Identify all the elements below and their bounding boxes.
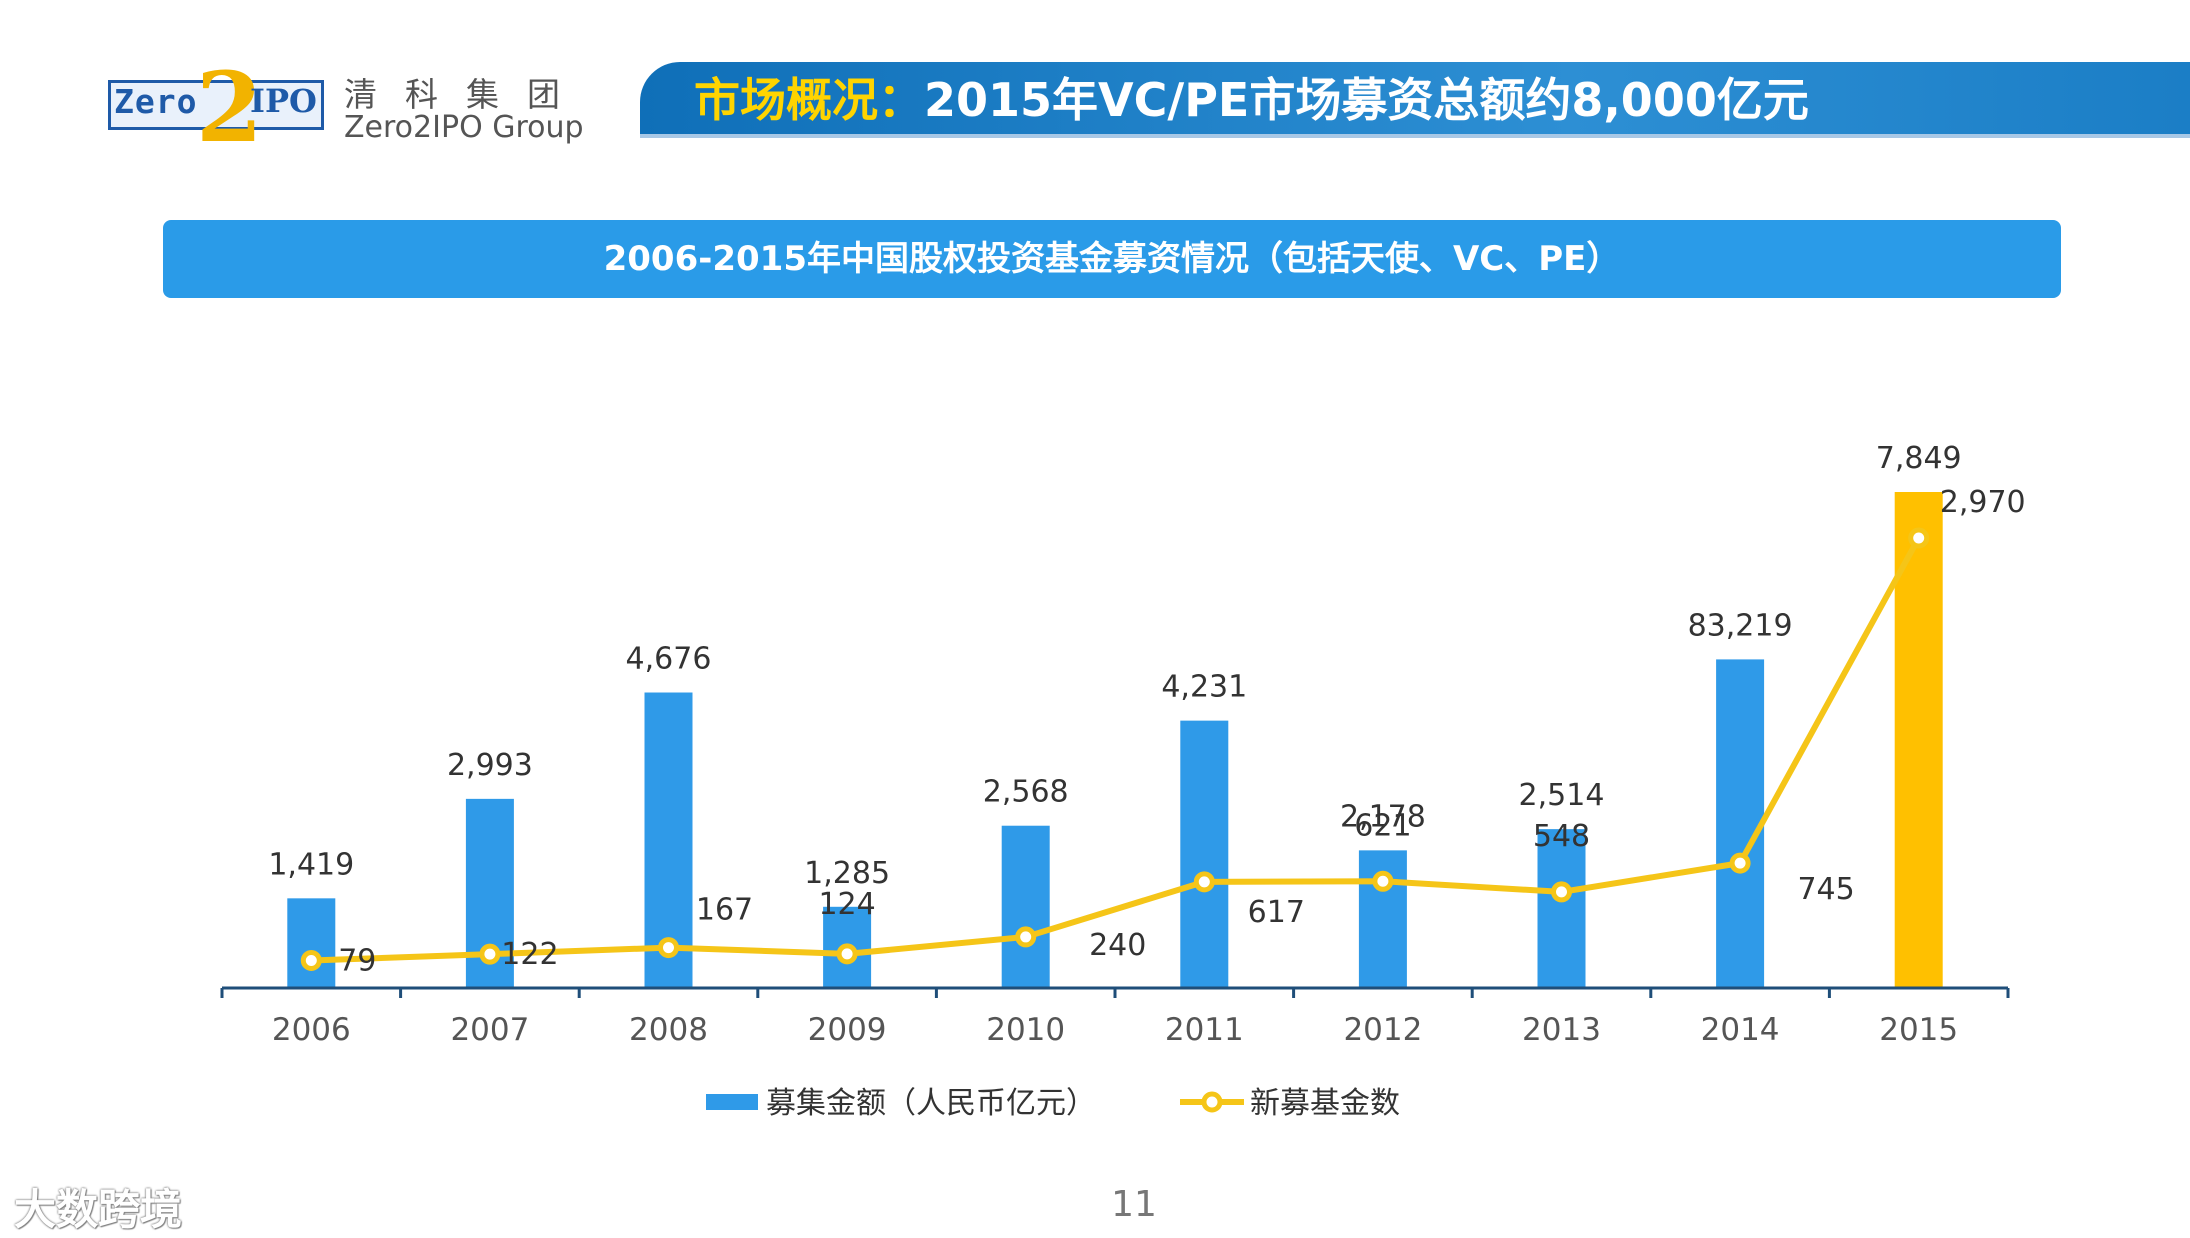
line-label-2011: 617 [1248, 895, 1305, 930]
line-label-2014: 745 [1797, 872, 1854, 907]
chart-subtitle: 2006-2015年中国股权投资基金募资情况（包括天使、VC、PE） [163, 220, 2061, 298]
line-label-2006: 79 [338, 943, 376, 978]
x-tick-label-2008: 2008 [629, 1012, 708, 1048]
bar-label-2006: 1,419 [268, 847, 354, 882]
bar-label-2012: 2,178 [1340, 799, 1426, 834]
page-number: 11 [1111, 1184, 1157, 1225]
line-label-2008: 167 [696, 893, 753, 928]
line-label-2015: 2,970 [1940, 485, 2026, 520]
x-tick-label-2006: 2006 [272, 1012, 351, 1048]
page-title-prefix: 市场概况： [694, 73, 924, 127]
line-label-2012: 621 [1354, 808, 1411, 843]
bar-label-2011: 4,231 [1161, 670, 1247, 705]
x-tick-label-2011: 2011 [1165, 1012, 1244, 1048]
x-tick-label-2010: 2010 [986, 1012, 1065, 1048]
bar-2015 [1894, 492, 1943, 988]
line-point-2010 [1015, 926, 1037, 948]
zero2ipo-logo: Zero 2 IPO 清科集团 Zero2IPO Group [104, 60, 584, 156]
logo-group-cn: 清科集团 [344, 75, 588, 114]
bar-label-2010: 2,568 [983, 775, 1069, 810]
x-tick-label-2015: 2015 [1879, 1012, 1958, 1048]
bar-label-2014: 83,219 [1688, 608, 1793, 643]
title-bar [640, 62, 2190, 138]
bar-2006 [287, 898, 336, 988]
line-point-2011 [1193, 871, 1215, 893]
bar-label-2015: 7,849 [1876, 441, 1962, 476]
page-title-suffix: 2015年VC/PE市场募资总额约8,000亿元 [924, 73, 1809, 127]
logo-ipo-text: IPO [250, 82, 317, 120]
legend-line-label: 新募基金数 [1250, 1086, 1400, 1121]
line-point-2012 [1372, 870, 1394, 892]
legend-bar-swatch [706, 1094, 758, 1110]
line-label-2010: 240 [1089, 928, 1146, 963]
bar-label-2008: 4,676 [626, 642, 712, 677]
logo-box [108, 80, 324, 130]
legend-line-marker [1201, 1091, 1223, 1113]
line-point-2014 [1729, 852, 1751, 874]
bar-label-2013: 2,514 [1519, 778, 1605, 813]
line-series-new-funds [311, 536, 1922, 964]
bar-2014 [1716, 659, 1765, 988]
title-underline [640, 134, 2190, 138]
line-point-2007 [479, 943, 501, 965]
line-label-2007: 122 [501, 937, 558, 972]
line-point-2009 [836, 943, 858, 965]
x-tick-label-2013: 2013 [1522, 1012, 1601, 1048]
line-point-2008 [658, 937, 679, 959]
line-point-2006 [300, 949, 322, 971]
logo-two-digit: 2 [196, 51, 263, 164]
bar-2010 [1001, 825, 1050, 988]
line-label-2009: 124 [818, 887, 875, 922]
x-tick-label-2014: 2014 [1701, 1012, 1780, 1048]
page-title: 市场概况：2015年VC/PE市场募资总额约8,000亿元 [694, 68, 1809, 132]
x-tick-label-2009: 2009 [808, 1012, 887, 1048]
x-tick-label-2012: 2012 [1343, 1012, 1422, 1048]
x-tick-label-2007: 2007 [450, 1012, 529, 1048]
bar-2011 [1180, 720, 1229, 988]
bar-label-2009: 1,285 [804, 856, 890, 891]
line-point-2013 [1551, 881, 1572, 903]
line-label-2013: 548 [1533, 819, 1590, 854]
bar-2013 [1537, 829, 1586, 988]
watermark: 大数跨境 [14, 1185, 183, 1234]
logo-group-en: Zero2IPO Group [344, 110, 584, 145]
bar-label-2007: 2,993 [447, 748, 533, 783]
logo-zero-text: Zero [114, 82, 198, 121]
legend-bar-label: 募集金额（人民币亿元） [766, 1086, 1096, 1121]
line-point-2015 [1908, 527, 1930, 549]
